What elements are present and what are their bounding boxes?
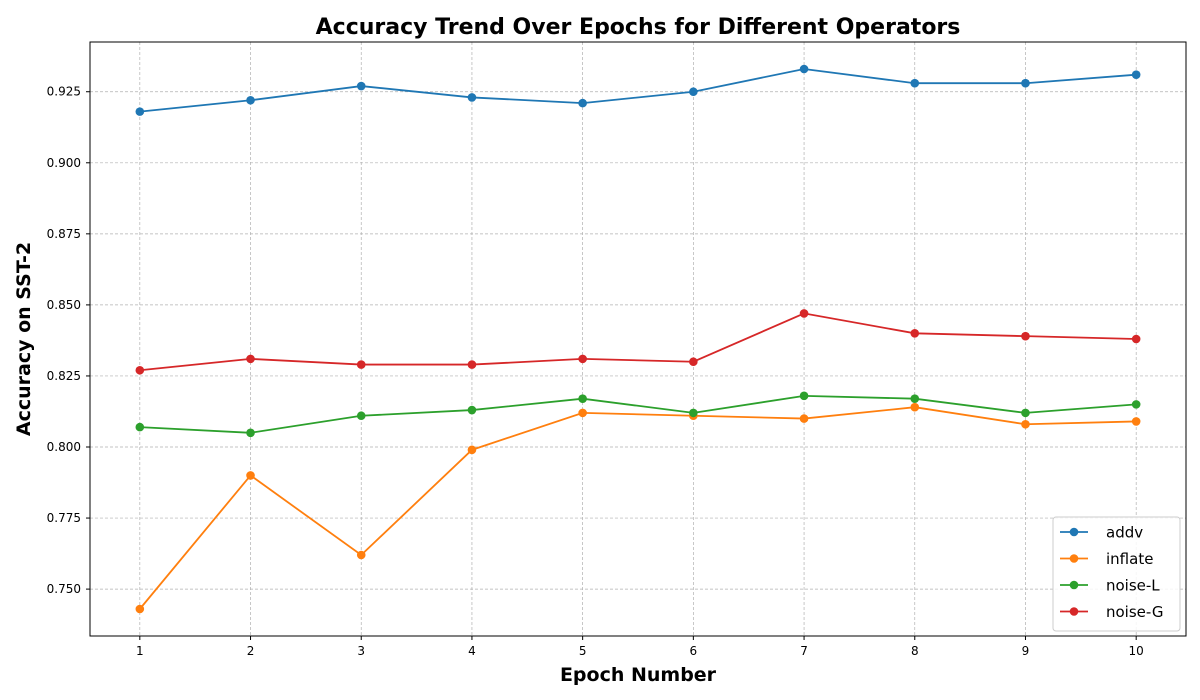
x-tick-label: 10	[1129, 644, 1144, 658]
data-point	[578, 394, 587, 403]
series-line	[139, 312, 1137, 372]
y-axis-ticks: 0.750 0.775 0.800 0.825 0.850 0.875 0.900 0.925	[47, 85, 90, 596]
y-tick-label: 0.850	[47, 298, 81, 312]
data-point	[1021, 419, 1030, 429]
chart-title: Accuracy Trend Over Epochs for Different…	[316, 15, 961, 40]
data-point	[689, 87, 698, 97]
y-tick-label: 0.875	[47, 227, 81, 241]
series-layer	[135, 64, 1141, 614]
data-point	[467, 405, 477, 415]
legend-label: inflate	[1106, 550, 1153, 568]
data-point	[246, 428, 255, 438]
legend-label: noise-L	[1106, 577, 1160, 595]
y-tick-label: 0.800	[47, 440, 81, 454]
x-tick-label: 8	[911, 644, 919, 658]
y-tick-label: 0.900	[47, 156, 81, 170]
data-point	[910, 329, 920, 338]
legend-label: noise-G	[1106, 603, 1163, 621]
x-tick-label: 6	[690, 644, 698, 658]
grid-lines	[90, 42, 1186, 636]
data-point	[246, 95, 255, 105]
legend-marker	[1069, 554, 1079, 563]
data-point	[578, 98, 587, 108]
data-point	[356, 81, 366, 91]
x-tick-label: 1	[136, 644, 144, 658]
data-point	[578, 354, 587, 364]
legend-item-addv: addv	[1060, 524, 1143, 542]
data-point	[1131, 400, 1141, 409]
legend-item-inflate: inflate	[1060, 550, 1153, 568]
x-tick-label: 7	[800, 644, 808, 658]
y-tick-label: 0.775	[47, 511, 81, 525]
data-point	[1021, 331, 1030, 341]
x-tick-label: 5	[579, 644, 587, 658]
y-tick-label: 0.750	[47, 582, 81, 596]
data-point	[467, 93, 477, 102]
data-point	[799, 309, 809, 318]
legend-box	[1052, 516, 1181, 632]
data-point	[799, 414, 809, 423]
data-point	[910, 394, 920, 403]
data-point	[689, 357, 698, 367]
data-point	[467, 445, 477, 455]
data-point	[356, 360, 366, 369]
legend-item-noise-G: noise-G	[1060, 603, 1163, 621]
legend-marker	[1069, 607, 1079, 616]
y-tick-label: 0.925	[47, 85, 81, 99]
data-point	[689, 408, 698, 418]
data-point	[356, 411, 366, 421]
data-point	[135, 422, 145, 432]
data-point	[1021, 408, 1030, 418]
series-inflate	[135, 402, 1141, 614]
data-point	[135, 365, 145, 375]
x-tick-label: 2	[247, 644, 255, 658]
x-tick-label: 9	[1022, 644, 1030, 658]
x-axis-label: Epoch Number	[560, 664, 717, 686]
x-tick-label: 4	[468, 644, 476, 658]
y-axis-label: Accuracy on SST-2	[13, 242, 35, 436]
data-point	[356, 550, 366, 560]
legend-label: addv	[1106, 524, 1143, 542]
data-point	[246, 354, 255, 364]
data-point	[246, 471, 255, 480]
legend: addv inflate noise-L noise-G	[1052, 516, 1181, 632]
x-tick-label: 3	[357, 644, 365, 658]
legend-item-noise-L: noise-L	[1060, 577, 1160, 595]
data-point	[1021, 78, 1030, 88]
y-tick-label: 0.825	[47, 369, 81, 383]
series-line	[139, 394, 1137, 434]
data-point	[135, 107, 145, 116]
data-point	[135, 604, 145, 614]
data-point	[799, 64, 809, 74]
data-point	[578, 408, 587, 418]
plot-frame	[89, 41, 1187, 637]
data-point	[1131, 417, 1141, 426]
data-point	[910, 402, 920, 412]
series-addv	[135, 64, 1141, 116]
series-line	[139, 406, 1137, 610]
data-point	[1131, 70, 1141, 79]
data-point	[1131, 334, 1141, 344]
series-noise-L	[135, 391, 1141, 438]
x-axis-ticks: 1 2 3 4 5 6 7 8 9 10	[136, 636, 1144, 658]
data-point	[910, 78, 920, 88]
data-point	[467, 360, 477, 369]
data-point	[799, 391, 809, 401]
series-noise-G	[135, 309, 1141, 375]
series-line	[139, 68, 1137, 113]
legend-marker	[1069, 580, 1079, 590]
legend-marker	[1069, 527, 1079, 537]
